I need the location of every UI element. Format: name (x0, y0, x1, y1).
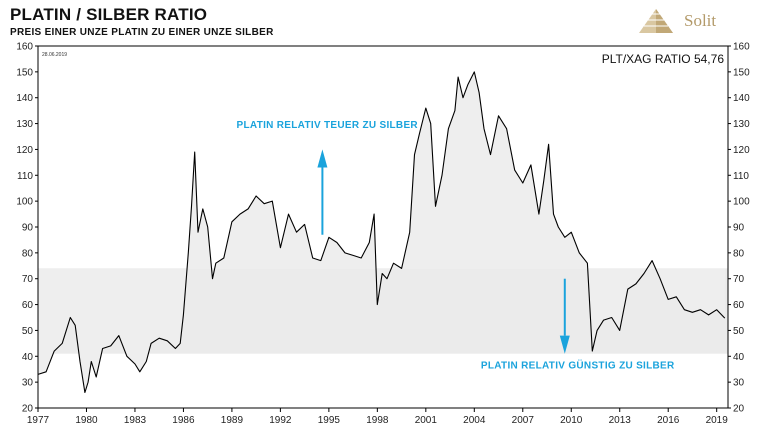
y-tick-label-right: 140 (733, 93, 750, 104)
y-tick-label-right: 160 (733, 42, 750, 53)
y-tick-label-left: 50 (22, 326, 34, 337)
y-tick-label-left: 130 (16, 119, 33, 130)
y-tick-label-right: 60 (733, 300, 745, 311)
x-tick-label: 1992 (269, 415, 292, 426)
x-tick-label: 1989 (221, 415, 244, 426)
y-tick-label-left: 110 (17, 171, 33, 182)
y-tick-label-left: 80 (22, 248, 34, 259)
chart-title: PLATIN / SILBER RATIO (10, 5, 208, 24)
x-tick-label: 1995 (318, 415, 341, 426)
x-tick-label: 2010 (560, 415, 583, 426)
x-tick-label: 1980 (75, 415, 98, 426)
y-tick-label-left: 100 (16, 197, 33, 208)
x-tick-label: 1986 (172, 415, 195, 426)
annotation-expensive: PLATIN RELATIV TEUER ZU SILBER (237, 120, 419, 131)
y-tick-label-right: 80 (733, 248, 745, 259)
y-tick-label-left: 160 (16, 42, 33, 53)
y-tick-label-left: 30 (22, 378, 34, 389)
y-tick-label-right: 130 (733, 119, 750, 130)
y-tick-label-left: 20 (22, 404, 34, 415)
y-tick-label-right: 70 (733, 274, 745, 285)
y-tick-label-right: 110 (733, 171, 749, 182)
y-tick-label-right: 40 (733, 352, 745, 363)
y-tick-label-right: 50 (733, 326, 745, 337)
logo-text: Solit (684, 11, 717, 30)
x-tick-label: 1977 (27, 415, 50, 426)
x-tick-label: 2019 (706, 415, 729, 426)
annotation-cheap: PLATIN RELATIV GÜNSTIG ZU SILBER (481, 359, 675, 372)
chart-subtitle: PREIS EINER UNZE PLATIN ZU EINER UNZE SI… (10, 27, 274, 38)
chart-date-label: 28.06.2019 (42, 52, 67, 58)
y-tick-label-left: 90 (22, 223, 34, 234)
pyramid-icon (639, 9, 673, 33)
y-tick-label-right: 20 (733, 404, 745, 415)
x-tick-label: 2004 (463, 415, 486, 426)
solit-logo: Solit (636, 6, 756, 38)
y-tick-label-right: 150 (733, 67, 750, 78)
y-tick-label-left: 150 (16, 67, 33, 78)
y-tick-label-left: 120 (16, 145, 33, 156)
x-tick-label: 1998 (366, 415, 389, 426)
x-tick-label: 2016 (657, 415, 680, 426)
y-tick-label-left: 140 (16, 93, 33, 104)
x-tick-label: 2013 (609, 415, 632, 426)
x-tick-label: 2001 (415, 415, 438, 426)
y-tick-label-right: 100 (733, 197, 750, 208)
y-tick-label-left: 70 (22, 274, 34, 285)
y-tick-label-left: 60 (22, 300, 34, 311)
x-tick-label: 2007 (512, 415, 535, 426)
up-arrow-icon (317, 149, 328, 168)
series-ratio-label: PLT/XAG RATIO 54,76 (602, 52, 725, 66)
down-arrow-icon (559, 335, 570, 354)
y-tick-label-left: 40 (22, 352, 34, 363)
y-tick-label-right: 30 (733, 378, 745, 389)
x-tick-label: 1983 (124, 415, 147, 426)
y-tick-label-right: 90 (733, 223, 745, 234)
ratio-series-line (37, 71, 726, 394)
y-tick-label-right: 120 (733, 145, 750, 156)
